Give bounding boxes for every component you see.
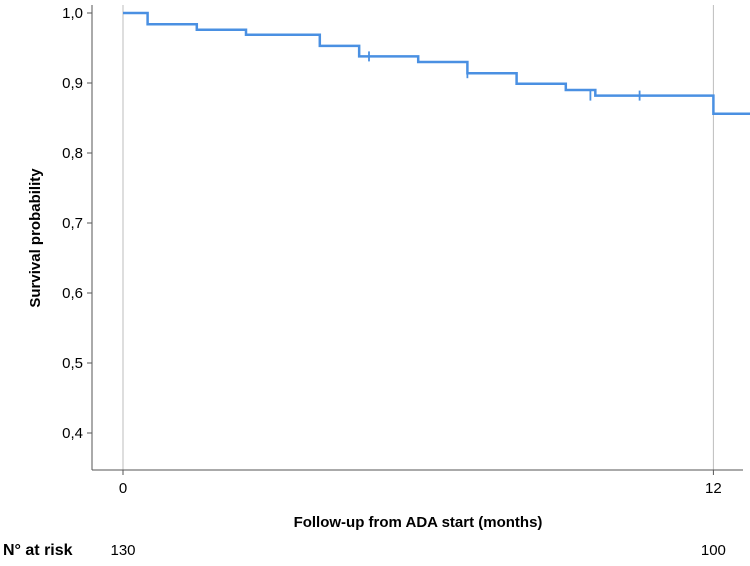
- y-tick-label: 0,6: [62, 285, 83, 302]
- y-tick-label: 0,9: [62, 75, 83, 92]
- risk-table-title: N° at risk: [3, 542, 73, 559]
- y-tick-label: 1,0: [62, 5, 83, 22]
- x-axis-label: Follow-up from ADA start (months): [294, 514, 543, 531]
- x-tick-label: 12: [705, 480, 722, 497]
- axes: [87, 5, 743, 475]
- risk-table-values: 13010070483530: [110, 542, 726, 559]
- y-tick-label: 0,5: [62, 355, 83, 372]
- risk-table-value: 100: [701, 542, 726, 559]
- y-axis-label: Survival probability: [27, 168, 44, 308]
- risk-table-value: 130: [110, 542, 135, 559]
- x-tick-label: 0: [119, 480, 127, 497]
- tick-labels: 0,40,50,60,70,80,91,00122436486072: [62, 5, 722, 497]
- survival-curve-group: [123, 11, 750, 116]
- y-tick-label: 0,8: [62, 145, 83, 162]
- y-tick-label: 0,7: [62, 215, 83, 232]
- y-tick-label: 0,4: [62, 425, 83, 442]
- censor-marks: [368, 51, 641, 101]
- survival-curve: [123, 11, 750, 116]
- grid-lines: [122, 5, 714, 470]
